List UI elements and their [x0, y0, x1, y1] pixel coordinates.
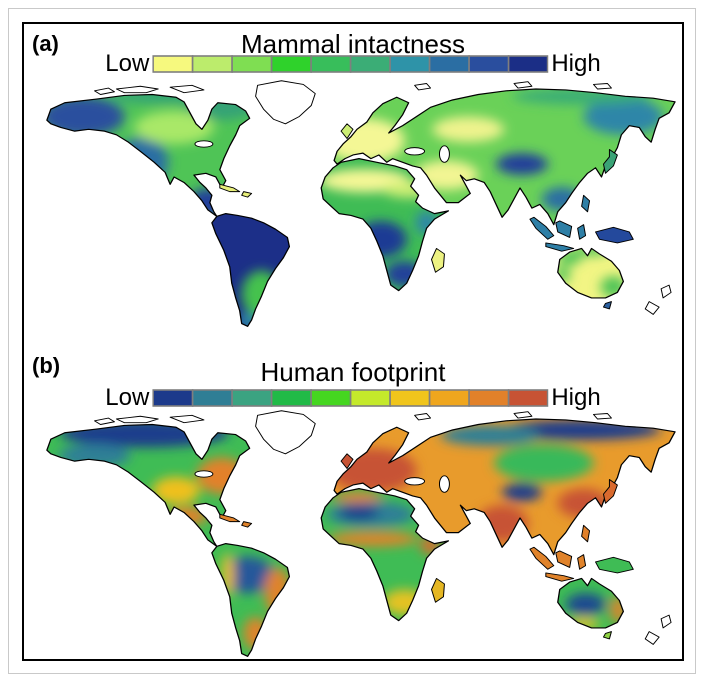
new-zealand-north [660, 284, 672, 299]
tasmania [602, 301, 612, 310]
caspian-sea [438, 145, 450, 163]
arctic-island [94, 417, 115, 425]
arctic-island [115, 415, 159, 424]
north-america [46, 423, 251, 548]
panel-b-title: Human footprint [260, 357, 446, 387]
panel-b-world-map [46, 410, 676, 657]
no-data-features [94, 410, 672, 645]
figure-outer-border [8, 8, 696, 674]
panel-b-label: (b) [32, 353, 61, 378]
cuba [219, 513, 241, 523]
great-lakes [194, 140, 214, 148]
panel-a-label: (a) [32, 31, 59, 56]
colorbar-cell [349, 389, 391, 407]
colorbar-cell [468, 55, 510, 73]
panel-b-legend: Low High [105, 386, 600, 410]
colorbar-cell [152, 389, 194, 407]
borneo [555, 220, 573, 238]
new-zealand-south [644, 631, 660, 645]
colorbar-cell [428, 55, 470, 73]
north-america [46, 93, 251, 218]
caspian-sea [438, 475, 450, 493]
panel-a-legend-low-label: Low [105, 50, 150, 77]
new-zealand-south [644, 301, 660, 315]
black-sea [404, 477, 426, 486]
arctic-island [414, 413, 432, 421]
colorbar-cell [389, 55, 431, 73]
figure-frame: (a) Mammal intactness Low High [22, 22, 684, 661]
colorbar-cell [310, 55, 352, 73]
colorbar-cell [270, 389, 312, 407]
colorbar-cell [191, 389, 233, 407]
sumatra [529, 216, 555, 240]
arctic-island [513, 81, 533, 89]
madagascar [431, 577, 445, 603]
south-america [211, 212, 291, 327]
greenland [255, 410, 316, 455]
great-lakes [194, 470, 214, 478]
colorbar-cell [507, 389, 549, 407]
colorbar-cell [468, 389, 510, 407]
arctic-island [94, 87, 115, 95]
new-guinea [595, 556, 634, 574]
colorbar-cell [231, 55, 273, 73]
arctic-island [115, 85, 159, 94]
java [545, 572, 575, 582]
black-sea [404, 147, 426, 156]
arctic-island [513, 411, 533, 419]
colorbar-cell [310, 389, 352, 407]
sulawesi [577, 554, 587, 570]
greenland [255, 80, 316, 125]
new-zealand-north [660, 614, 672, 629]
arctic-island [169, 414, 205, 424]
cuba [219, 183, 241, 193]
tasmania [602, 631, 612, 640]
sulawesi [577, 224, 587, 240]
australia [557, 577, 624, 629]
colorbar-cell [389, 389, 431, 407]
panel-b-legend-high-label: High [551, 384, 601, 411]
panel-a-colorbar [152, 55, 549, 73]
panel-a-title: Mammal intactness [241, 29, 465, 59]
panel-a-legend-high-label: High [551, 50, 601, 77]
colorbar-cell [152, 55, 194, 73]
panel-b-colorbar [152, 389, 549, 407]
sumatra [529, 546, 555, 570]
colorbar-cell [349, 55, 391, 73]
eurasia [333, 418, 676, 556]
no-data-features [94, 80, 672, 315]
philippines [581, 524, 591, 543]
panel-b-legend-low-label: Low [105, 384, 150, 411]
arctic-island [593, 413, 612, 420]
new-guinea [595, 226, 634, 244]
colorbar-cell [191, 55, 233, 73]
australia [557, 247, 624, 299]
philippines [581, 194, 591, 213]
arctic-island [169, 84, 205, 94]
south-america [211, 542, 291, 657]
java [545, 242, 575, 252]
arctic-island [593, 83, 612, 90]
panel-a-legend: Low High [105, 52, 600, 76]
madagascar [431, 247, 445, 273]
panel-a-world-map [46, 80, 676, 327]
borneo [555, 550, 573, 568]
hispaniola [241, 521, 253, 528]
colorbar-cell [428, 389, 470, 407]
colorbar-cell [231, 389, 273, 407]
arctic-island [414, 83, 432, 91]
colorbar-cell [507, 55, 549, 73]
hispaniola [241, 191, 253, 198]
colorbar-cell [270, 55, 312, 73]
